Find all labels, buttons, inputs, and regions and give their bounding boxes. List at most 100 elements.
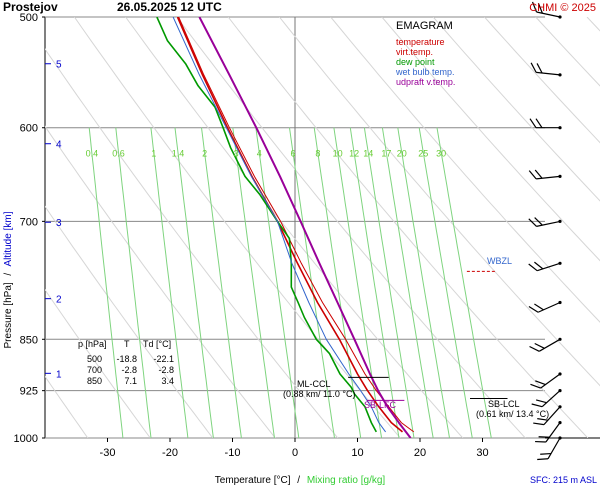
wind-barb-staff	[536, 262, 561, 272]
mixing-ratio-label: 14	[363, 149, 373, 159]
wbzl-label: WBZL	[487, 256, 512, 266]
wind-barb	[530, 372, 562, 389]
sfc-label: SFC: 215 m ASL	[530, 475, 597, 485]
mixing-ratio-line	[333, 127, 383, 438]
wind-barb-flag	[529, 345, 540, 352]
wind-barb-dot	[558, 126, 562, 130]
wind-barb-flag	[537, 458, 549, 461]
wind-barb-staff	[536, 11, 561, 18]
series-line-dew-point	[156, 17, 378, 433]
sb-lcl-value: (0.61 km/ 13.4 °C)	[476, 409, 549, 419]
wind-barb-flag	[534, 217, 543, 226]
wind-barb-flag	[535, 399, 547, 404]
legend-title: EMAGRAM	[396, 20, 453, 32]
sb-lfc-label: SB-LFC	[364, 400, 397, 410]
wind-barb-flag	[537, 418, 549, 421]
dry-adiabat	[45, 125, 276, 438]
temperature-tick-label: 0	[292, 447, 298, 459]
dry-adiabat	[432, 17, 600, 202]
wind-barb-staff	[536, 220, 561, 227]
pressure-tick-label: 850	[20, 334, 38, 346]
wind-barb-staff	[537, 301, 561, 313]
wind-barb-flag	[534, 303, 544, 311]
temperature-tick-label: 10	[351, 447, 363, 459]
wind-barb-flag	[531, 403, 543, 408]
pressure-tick-label: 925	[20, 386, 38, 398]
mixing-ratio-label: 1.4	[172, 149, 185, 159]
pressure-tick-label: 600	[20, 123, 38, 135]
wind-barb-flag	[534, 342, 545, 349]
dry-adiabat	[45, 288, 151, 438]
mixing-ratio-label: 0.4	[86, 149, 99, 159]
wind-barb-dot	[558, 337, 562, 341]
wind-barb-staff	[536, 71, 561, 76]
mixing-ratio-label: 12	[349, 149, 359, 159]
wind-barb-flag	[534, 169, 543, 179]
dry-adiabat	[45, 375, 89, 438]
mixing-ratio-line	[174, 127, 214, 438]
mixing-ratio-line	[150, 127, 189, 438]
wind-barb-dot	[558, 405, 562, 409]
wind-barb-flag	[528, 170, 537, 180]
dry-adiabat	[73, 17, 401, 438]
temperature-tick-label: 30	[476, 447, 488, 459]
wind-barb-dot	[558, 389, 562, 393]
mixing-ratio-label: 20	[397, 149, 407, 159]
table-cell: -2.8	[158, 365, 174, 375]
annotation-marks	[348, 270, 508, 401]
wind-barb	[528, 300, 562, 313]
pressure-tick-label: 500	[20, 12, 38, 24]
wind-barb	[535, 421, 562, 443]
wind-barb	[529, 337, 562, 352]
dry-adiabat	[125, 17, 464, 438]
pressure-tick-label: 700	[20, 216, 38, 228]
mixing-ratio-line	[436, 127, 492, 438]
table-header-td: Td [°C]	[143, 339, 171, 349]
wind-barb-flag	[540, 452, 552, 455]
dry-adiabat	[45, 205, 214, 438]
wind-barb-dot	[558, 261, 562, 265]
x-axis-label-mixing: Mixing ratio [g/kg]	[307, 475, 386, 486]
mixing-ratio-label: 8	[315, 149, 320, 159]
wind-barb-dot	[558, 73, 562, 77]
table-cell: 500	[87, 354, 102, 364]
wind-barb-flag	[535, 440, 546, 443]
series-line-wet-bulb-temp-	[172, 17, 387, 433]
pressure-tick-label: 1000	[14, 433, 38, 445]
series-line-virt-temp-	[178, 17, 415, 433]
table-cell: 850	[87, 376, 102, 386]
mixing-ratio-label: 10	[333, 149, 343, 159]
mixing-ratio-line	[115, 127, 152, 438]
wind-barb-staff	[540, 373, 561, 389]
mixing-ratio-label: 0.6	[112, 149, 125, 159]
wind-barb-dot	[558, 372, 562, 376]
legend-item-virt-temp: virt.temp.	[396, 47, 433, 57]
dry-adiabat	[484, 17, 600, 144]
wind-barb-staff	[545, 422, 561, 443]
wind-barb-flag	[531, 1, 538, 13]
wind-barb	[530, 62, 562, 77]
legend-item-dew-point: dew point	[396, 57, 435, 67]
mixing-ratio-line	[381, 127, 434, 438]
temperature-tick-label: -20	[162, 447, 178, 459]
wind-barb	[531, 1, 562, 19]
wind-barb-staff	[541, 390, 561, 408]
temperature-tick-label: -10	[225, 447, 241, 459]
altitude-tick-label: 5	[56, 60, 62, 71]
wind-barb-flag	[538, 436, 550, 438]
mixing-ratio-line	[88, 127, 124, 438]
dry-adiabat	[227, 17, 589, 438]
mixing-ratio-label: 17	[381, 149, 391, 159]
wind-barb-dot	[558, 174, 562, 178]
altitude-tick-label: 3	[56, 218, 62, 229]
wind-barb-flag	[530, 62, 537, 73]
wind-barb-flag	[535, 118, 543, 129]
y-axis-label-pressure: Pressure [hPa]	[3, 282, 14, 348]
series-line-temperature	[176, 17, 404, 433]
mixing-ratio-line	[255, 127, 300, 438]
chart-datetime: 26.05.2025 12 UTC	[117, 0, 222, 14]
wind-barb-staff	[538, 338, 561, 352]
wind-barb-flag	[535, 380, 546, 386]
mixing-ratio-label: 2	[202, 149, 207, 159]
